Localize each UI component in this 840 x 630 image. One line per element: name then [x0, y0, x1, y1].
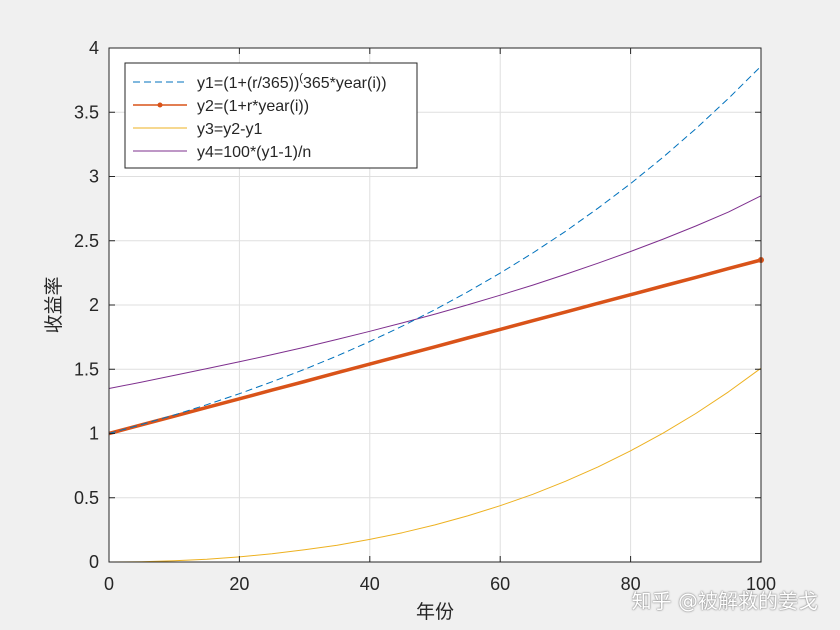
- y-tick-label: 1.5: [74, 359, 99, 379]
- legend-marker-y2: [157, 102, 163, 108]
- legend: y1=(1+(r/365))(365*year(i)) y2=(1+r*year(…: [124, 62, 418, 169]
- legend-label-y1: y1=(1+(r/365))(365*year(i)): [197, 72, 387, 92]
- series-layer: [108, 65, 764, 563]
- y-tick-label: 4: [89, 38, 99, 58]
- y-axis-label: 收益率: [43, 276, 65, 333]
- x-tick-label: 100: [746, 574, 776, 594]
- x-axis-label: 年份: [416, 601, 454, 623]
- y-tick-label: 2.5: [74, 231, 99, 251]
- watermark: 知乎 @被解救的姜戈: [631, 589, 818, 613]
- x-tick-label: 0: [104, 574, 114, 594]
- series-line-y1: [108, 65, 762, 434]
- y-tick-label: 0.5: [74, 488, 99, 508]
- x-tick-label: 40: [360, 574, 380, 594]
- series-line-y3: [108, 367, 762, 563]
- legend-label-y4: y4=100*(y1-1)/n: [197, 144, 311, 161]
- y-tick-label: 1: [89, 424, 99, 444]
- y-tick-label: 3: [89, 167, 99, 187]
- legend-label-y2: y2=(1+r*year(i)): [197, 98, 309, 115]
- axis-ticks: 0 20 40 60 80 100 0 0.5 1 1.5 2 2.5 3 3.5 4: [74, 38, 776, 594]
- series-line-y2: [108, 258, 762, 436]
- y-tick-label: 0: [89, 552, 99, 572]
- series-line-y4: [108, 195, 762, 389]
- legend-label-y3: y3=y2-y1: [197, 121, 262, 138]
- y-tick-label: 2: [89, 295, 99, 315]
- x-tick-label: 20: [229, 574, 249, 594]
- y-tick-label: 3.5: [74, 102, 99, 122]
- x-tick-label: 60: [490, 574, 510, 594]
- x-tick-label: 80: [621, 574, 641, 594]
